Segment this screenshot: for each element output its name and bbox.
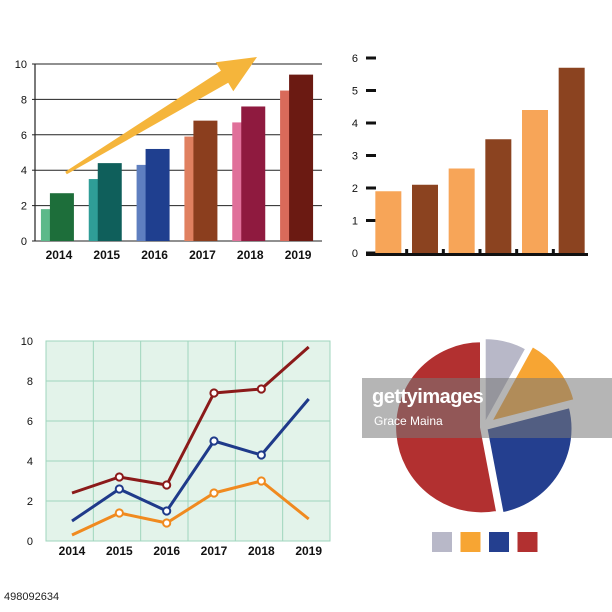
data-point (114, 472, 124, 482)
data-point (162, 506, 172, 516)
x-tick-label: 2019 (285, 248, 312, 262)
data-point (162, 480, 172, 490)
bar (558, 67, 585, 253)
bar-chart-top-right: 0 1 2 3 4 5 6 (352, 53, 588, 260)
legend-swatch (489, 532, 509, 552)
y-tick-label: 2 (21, 201, 27, 213)
y-tick-label: 10 (15, 59, 27, 71)
data-point (209, 488, 219, 498)
y-tick-mark (366, 154, 376, 157)
y-tick-label: 3 (352, 151, 358, 163)
y-tick-label: 4 (21, 165, 27, 177)
y-tick-label: 0 (352, 248, 358, 260)
y-tick-label: 4 (352, 118, 358, 130)
data-point (209, 388, 219, 398)
bar-front (49, 193, 74, 241)
data-point (209, 436, 219, 446)
y-tick-label: 2 (27, 496, 33, 508)
bar (522, 110, 548, 253)
x-tick-label: 2015 (93, 248, 120, 262)
y-tick-label: 8 (27, 376, 33, 388)
legend-swatch (517, 532, 538, 552)
image-id: 498092634 (4, 591, 60, 603)
x-tick-mark (515, 249, 519, 253)
y-tick-label: 8 (21, 94, 27, 106)
bar-front (193, 120, 218, 241)
bar (412, 184, 438, 253)
watermark: gettyimages Grace Maina (362, 378, 612, 438)
data-point (256, 476, 266, 486)
x-tick-label: 2019 (295, 544, 322, 558)
growth-arrow-icon (65, 57, 257, 175)
data-point (114, 508, 124, 518)
watermark-credit: Grace Maina (374, 414, 443, 428)
legend-swatch (432, 532, 452, 552)
legend-swatch (460, 532, 481, 552)
line-chart-bottom-left: 0 2 4 6 8 10 2014 2015 2016 2017 2018 2019 (21, 336, 331, 558)
x-axis (366, 253, 588, 256)
bar-front (145, 148, 170, 241)
watermark-brand: gettyimages (372, 386, 484, 408)
y-tick-mark (366, 186, 376, 190)
x-tick-mark (478, 249, 482, 253)
x-tick-mark (405, 249, 409, 253)
y-tick-mark (366, 56, 376, 60)
series-line (71, 345, 310, 495)
bar-chart-top-left: 0 2 4 6 8 10 2014 2015 2016 2017 2018 2019 (15, 57, 322, 262)
x-tick-label: 2015 (106, 544, 133, 558)
y-tick-label: 4 (27, 456, 33, 468)
x-tick-label: 2016 (153, 544, 180, 558)
bar-front (289, 74, 314, 242)
bar (485, 139, 512, 253)
x-tick-label: 2018 (248, 544, 275, 558)
x-tick-label: 2017 (201, 544, 228, 558)
x-tick-label: 2018 (237, 248, 264, 262)
data-point (256, 450, 266, 460)
y-tick-label: 10 (21, 336, 33, 348)
series-line (71, 479, 310, 537)
y-tick-label: 6 (27, 416, 33, 428)
x-tick-label: 2017 (189, 248, 216, 262)
data-point (162, 518, 172, 528)
x-tick-label: 2014 (46, 248, 73, 262)
y-tick-mark (366, 121, 376, 125)
x-tick-label: 2014 (59, 544, 86, 558)
x-tick-mark (441, 249, 445, 253)
data-point (256, 384, 266, 394)
y-tick-label: 6 (352, 53, 358, 65)
data-point (114, 484, 124, 494)
x-tick-label: 2016 (141, 248, 168, 262)
pie-chart-bottom-right (394, 337, 576, 552)
bar-front (97, 163, 122, 241)
y-tick-label: 5 (352, 86, 358, 98)
bar (375, 191, 402, 253)
bar-front (241, 106, 266, 241)
y-tick-mark (366, 219, 376, 222)
bar (448, 168, 475, 253)
y-tick-label: 2 (352, 183, 358, 195)
series-line (71, 398, 310, 523)
x-tick-mark (551, 249, 555, 253)
y-tick-label: 0 (21, 236, 27, 248)
y-tick-label: 0 (27, 536, 33, 548)
y-tick-mark (366, 89, 376, 92)
y-tick-label: 6 (21, 130, 27, 142)
y-tick-label: 1 (352, 216, 358, 228)
